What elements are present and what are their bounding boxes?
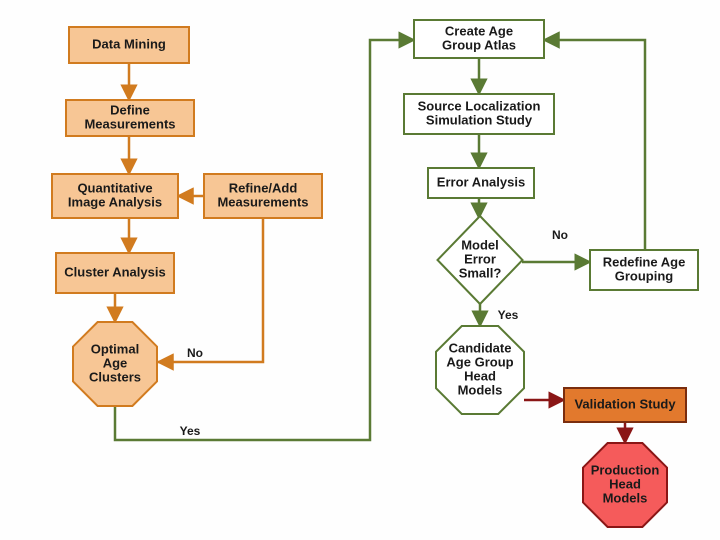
node-cahm-label-0: Candidate — [449, 340, 512, 355]
node-mes-label-0: Model — [461, 237, 499, 252]
node-clu-label-0: Cluster Analysis — [64, 264, 165, 279]
node-sls-label-0: Source Localization — [418, 98, 541, 113]
node-ref-label-0: Refine/Add — [229, 180, 298, 195]
node-ref: Refine/AddMeasurements — [204, 174, 322, 218]
node-rag-label-0: Redefine Age — [603, 254, 686, 269]
node-rag: Redefine AgeGrouping — [590, 250, 698, 290]
node-def-label-1: Measurements — [84, 116, 175, 131]
node-err-label-0: Error Analysis — [437, 174, 525, 189]
node-sls-label-1: Simulation Study — [426, 112, 533, 127]
edge-11 — [544, 40, 645, 250]
node-oac-label-1: Age — [103, 355, 128, 370]
node-qia-label-0: Quantitative — [77, 180, 152, 195]
node-cahm: CandidateAge GroupHeadModels — [436, 326, 524, 414]
edge-label-5: No — [187, 346, 203, 360]
node-qia-label-1: Image Analysis — [68, 194, 162, 209]
node-mes-label-1: Error — [464, 251, 496, 266]
node-oac-label-0: Optimal — [91, 341, 139, 356]
node-oac: OptimalAgeClusters — [73, 322, 157, 406]
edge-label-10: No — [552, 228, 568, 242]
node-def-label-0: Define — [110, 102, 150, 117]
node-clu: Cluster Analysis — [56, 253, 174, 293]
node-mes-label-2: Small? — [459, 265, 502, 280]
node-dm: Data Mining — [69, 27, 189, 63]
node-cahm-label-2: Head — [464, 368, 496, 383]
node-def: DefineMeasurements — [66, 100, 194, 136]
node-cga: Create AgeGroup Atlas — [414, 20, 544, 58]
node-sls: Source LocalizationSimulation Study — [404, 94, 554, 134]
flowchart-canvas: NoYesNoYesData MiningDefineMeasurementsQ… — [0, 0, 720, 540]
node-cga-label-1: Group Atlas — [442, 37, 516, 52]
edge-label-6: Yes — [180, 424, 201, 438]
node-cahm-label-3: Models — [458, 382, 503, 397]
node-val-label-0: Validation Study — [574, 396, 676, 411]
node-phm: ProductionHeadModels — [583, 443, 667, 527]
node-cga-label-0: Create Age — [445, 23, 513, 38]
node-ref-label-1: Measurements — [217, 194, 308, 209]
node-dm-label-0: Data Mining — [92, 36, 166, 51]
edge-label-12: Yes — [498, 308, 519, 322]
node-phm-label-2: Models — [603, 490, 648, 505]
node-cahm-label-1: Age Group — [446, 354, 513, 369]
node-phm-label-1: Head — [609, 476, 641, 491]
node-phm-label-0: Production — [591, 462, 660, 477]
node-err: Error Analysis — [428, 168, 534, 198]
node-val: Validation Study — [564, 388, 686, 422]
node-oac-label-2: Clusters — [89, 369, 141, 384]
node-qia: QuantitativeImage Analysis — [52, 174, 178, 218]
node-rag-label-1: Grouping — [615, 268, 674, 283]
node-mes: ModelErrorSmall? — [438, 216, 523, 304]
